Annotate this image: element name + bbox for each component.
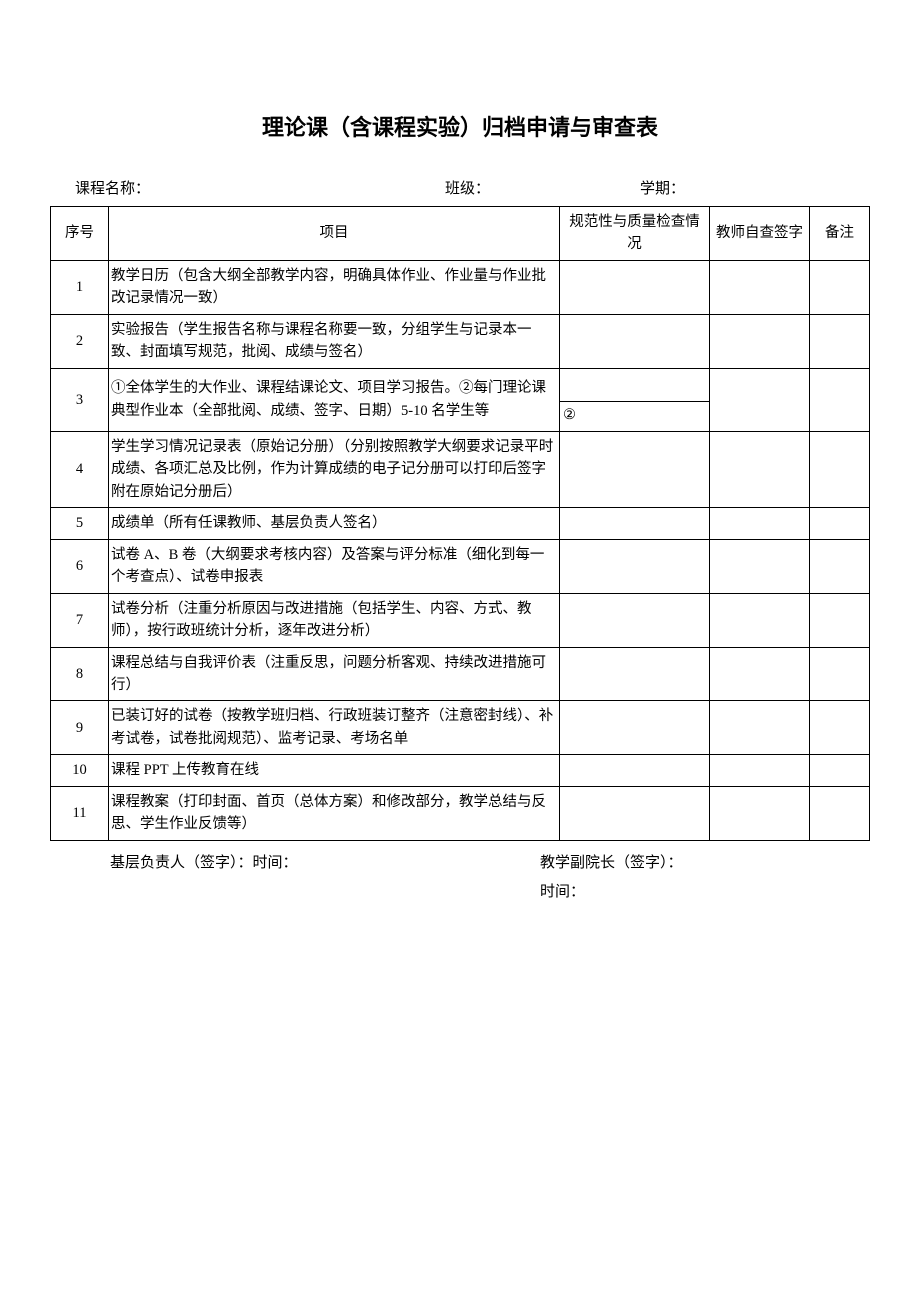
sign-cell (710, 647, 810, 701)
col-header-item: 项目 (109, 207, 560, 261)
check-cell (560, 647, 710, 701)
sign-cell (710, 314, 810, 368)
check-cell: ② (560, 368, 710, 431)
col-header-sign: 教师自查签字 (710, 207, 810, 261)
sign-cell (710, 755, 810, 786)
item-cell: ①全体学生的大作业、课程结课论文、项目学习报告。②每门理论课典型作业本（全部批阅… (109, 368, 560, 431)
check-cell (560, 786, 710, 840)
table-row: 1教学日历（包含大纲全部教学内容，明确具体作业、作业量与作业批改记录情况一致） (51, 260, 870, 314)
table-row: 5成绩单（所有任课教师、基层负责人签名） (51, 508, 870, 539)
check-cell-bottom: ② (563, 404, 706, 426)
check-cell (560, 314, 710, 368)
check-cell-top (560, 373, 709, 402)
course-name-label: 课程名称： (75, 177, 150, 198)
seq-cell: 11 (51, 786, 109, 840)
seq-cell: 10 (51, 755, 109, 786)
sign-cell (710, 508, 810, 539)
page-title: 理论课（含课程实验）归档申请与审查表 (50, 110, 870, 142)
footer-right-signature: 教学副院长（签字）： 时间： (540, 851, 870, 909)
check-cell (560, 539, 710, 593)
course-name-field: 课程名称： (75, 177, 445, 198)
footer: 基层负责人（签字）：时间： 教学副院长（签字）： 时间： (50, 851, 870, 909)
term-label: 学期： (640, 177, 685, 198)
table-row: 10课程 PPT 上传教育在线 (51, 755, 870, 786)
class-field: 班级： (445, 177, 640, 198)
seq-cell: 7 (51, 593, 109, 647)
seq-cell: 1 (51, 260, 109, 314)
class-label: 班级： (445, 177, 490, 198)
remark-cell (810, 647, 870, 701)
item-cell: 课程教案（打印封面、首页（总体方案）和修改部分，教学总结与反思、学生作业反馈等） (109, 786, 560, 840)
archive-table: 序号 项目 规范性与质量检查情况 教师自查签字 备注 1教学日历（包含大纲全部教… (50, 206, 870, 841)
check-cell (560, 701, 710, 755)
item-cell: 成绩单（所有任课教师、基层负责人签名） (109, 508, 560, 539)
sign-cell (710, 701, 810, 755)
seq-cell: 2 (51, 314, 109, 368)
sign-cell (710, 260, 810, 314)
footer-left-signature: 基层负责人（签字）：时间： (50, 851, 540, 909)
sign-cell (710, 539, 810, 593)
col-header-seq: 序号 (51, 207, 109, 261)
table-row: 6试卷 A、B 卷（大纲要求考核内容）及答案与评分标准（细化到每一个考查点）、试… (51, 539, 870, 593)
table-row: 2实验报告（学生报告名称与课程名称要一致，分组学生与记录本一致、封面填写规范，批… (51, 314, 870, 368)
table-row: 4学生学习情况记录表（原始记分册）（分别按照教学大纲要求记录平时成绩、各项汇总及… (51, 431, 870, 507)
remark-cell (810, 314, 870, 368)
remark-cell (810, 786, 870, 840)
remark-cell (810, 593, 870, 647)
seq-cell: 3 (51, 368, 109, 431)
item-cell: 课程总结与自我评价表（注重反思，问题分析客观、持续改进措施可行） (109, 647, 560, 701)
check-cell (560, 593, 710, 647)
dean-time-label: 时间： (540, 880, 870, 901)
remark-cell (810, 431, 870, 507)
sign-cell (710, 593, 810, 647)
item-cell: 教学日历（包含大纲全部教学内容，明确具体作业、作业量与作业批改记录情况一致） (109, 260, 560, 314)
item-cell: 学生学习情况记录表（原始记分册）（分别按照教学大纲要求记录平时成绩、各项汇总及比… (109, 431, 560, 507)
remark-cell (810, 539, 870, 593)
form-header: 课程名称： 班级： 学期： (50, 177, 870, 198)
table-row: 9已装订好的试卷（按教学班归档、行政班装订整齐（注意密封线）、补考试卷，试卷批阅… (51, 701, 870, 755)
col-header-check: 规范性与质量检查情况 (560, 207, 710, 261)
item-cell: 实验报告（学生报告名称与课程名称要一致，分组学生与记录本一致、封面填写规范，批阅… (109, 314, 560, 368)
check-cell (560, 431, 710, 507)
item-cell: 试卷分析（注重分析原因与改进措施（包括学生、内容、方式、教师），按行政班统计分析… (109, 593, 560, 647)
sign-cell (710, 786, 810, 840)
term-field: 学期： (640, 177, 870, 198)
seq-cell: 4 (51, 431, 109, 507)
table-row: 3①全体学生的大作业、课程结课论文、项目学习报告。②每门理论课典型作业本（全部批… (51, 368, 870, 431)
seq-cell: 8 (51, 647, 109, 701)
seq-cell: 5 (51, 508, 109, 539)
item-cell: 试卷 A、B 卷（大纲要求考核内容）及答案与评分标准（细化到每一个考查点）、试卷… (109, 539, 560, 593)
remark-cell (810, 508, 870, 539)
table-row: 8课程总结与自我评价表（注重反思，问题分析客观、持续改进措施可行） (51, 647, 870, 701)
item-cell: 已装订好的试卷（按教学班归档、行政班装订整齐（注意密封线）、补考试卷，试卷批阅规… (109, 701, 560, 755)
remark-cell (810, 260, 870, 314)
remark-cell (810, 368, 870, 431)
item-cell: 课程 PPT 上传教育在线 (109, 755, 560, 786)
seq-cell: 9 (51, 701, 109, 755)
check-cell (560, 755, 710, 786)
table-header-row: 序号 项目 规范性与质量检查情况 教师自查签字 备注 (51, 207, 870, 261)
col-header-remark: 备注 (810, 207, 870, 261)
remark-cell (810, 701, 870, 755)
seq-cell: 6 (51, 539, 109, 593)
table-row: 7试卷分析（注重分析原因与改进措施（包括学生、内容、方式、教师），按行政班统计分… (51, 593, 870, 647)
check-cell (560, 260, 710, 314)
sign-cell (710, 368, 810, 431)
sign-cell (710, 431, 810, 507)
check-cell (560, 508, 710, 539)
dean-signature-label: 教学副院长（签字）： (540, 851, 870, 872)
table-row: 11课程教案（打印封面、首页（总体方案）和修改部分，教学总结与反思、学生作业反馈… (51, 786, 870, 840)
remark-cell (810, 755, 870, 786)
